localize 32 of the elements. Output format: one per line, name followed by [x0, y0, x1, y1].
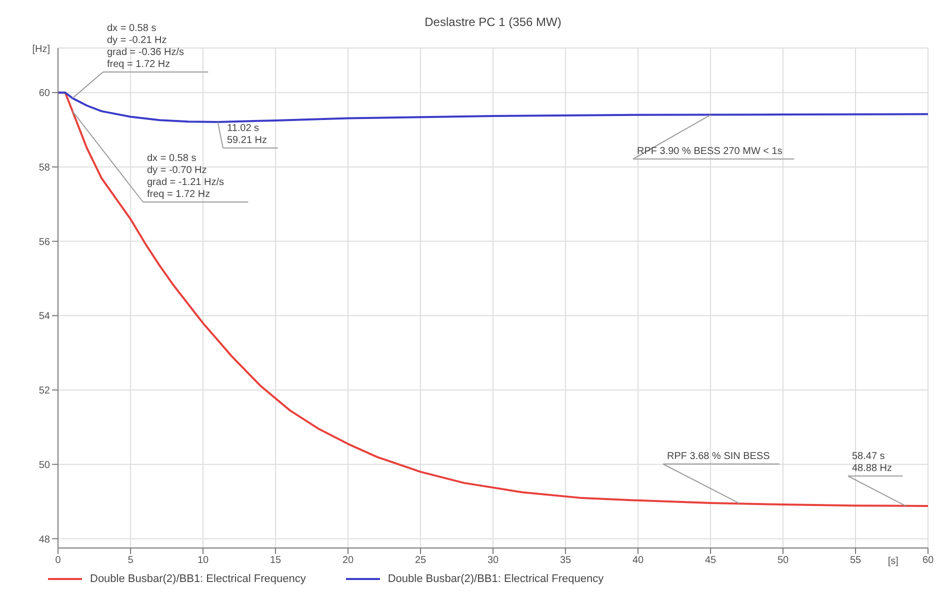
annotation: 11.02 s 59.21 Hz: [227, 123, 268, 146]
annotation: RPF 3.68 % SIN BESS: [667, 451, 770, 462]
legend-label: Double Busbar(2)/BB1: Electrical Frequency: [388, 573, 604, 585]
annotation: dx = 0.58 s dy = -0.21 Hz grad = -0.36 Hz/s freq = 1.72 Hz: [107, 23, 184, 70]
y-tick-label: 52: [38, 386, 50, 397]
y-tick-label: 60: [38, 88, 50, 100]
x-tick-label: 0: [55, 555, 62, 566]
x-tick-label: 40: [632, 555, 644, 566]
annotation: 58.47 s 48.88 Hz: [852, 451, 892, 474]
chart-title: Deslastre PC 1 (356 MW): [424, 15, 562, 29]
x-axis-title: [s]: [888, 556, 899, 567]
x-tick-label: 15: [270, 555, 282, 566]
y-axis-title: [Hz]: [32, 44, 50, 55]
x-tick-label: 50: [777, 555, 789, 566]
x-tick-label: 45: [704, 555, 716, 566]
y-tick-label: 56: [38, 236, 50, 248]
annotation: dx = 0.58 s dy = -0.70 Hz grad = -1.21 Hz/s freq = 1.72 Hz: [147, 153, 224, 200]
x-tick-label: 25: [414, 555, 426, 566]
line-series: [58, 92, 928, 123]
x-tick-label: 60: [922, 555, 934, 566]
y-tick-label: 58: [38, 162, 50, 174]
y-tick-label: 48: [38, 534, 50, 546]
y-tick-label: 54: [38, 311, 50, 322]
x-tick-label: 20: [342, 555, 354, 566]
x-tick-label: 5: [128, 555, 134, 566]
x-tick-label: 55: [850, 555, 862, 566]
x-tick-label: 35: [560, 555, 572, 566]
annotation: RPF 3.90 % BESS 270 MW < 1s: [637, 146, 782, 157]
legend-label: Double Busbar(2)/BB1: Electrical Frequency: [90, 573, 306, 585]
x-tick-label: 30: [487, 555, 499, 566]
y-tick-label: 50: [38, 460, 50, 471]
x-tick-label: 10: [197, 555, 209, 566]
